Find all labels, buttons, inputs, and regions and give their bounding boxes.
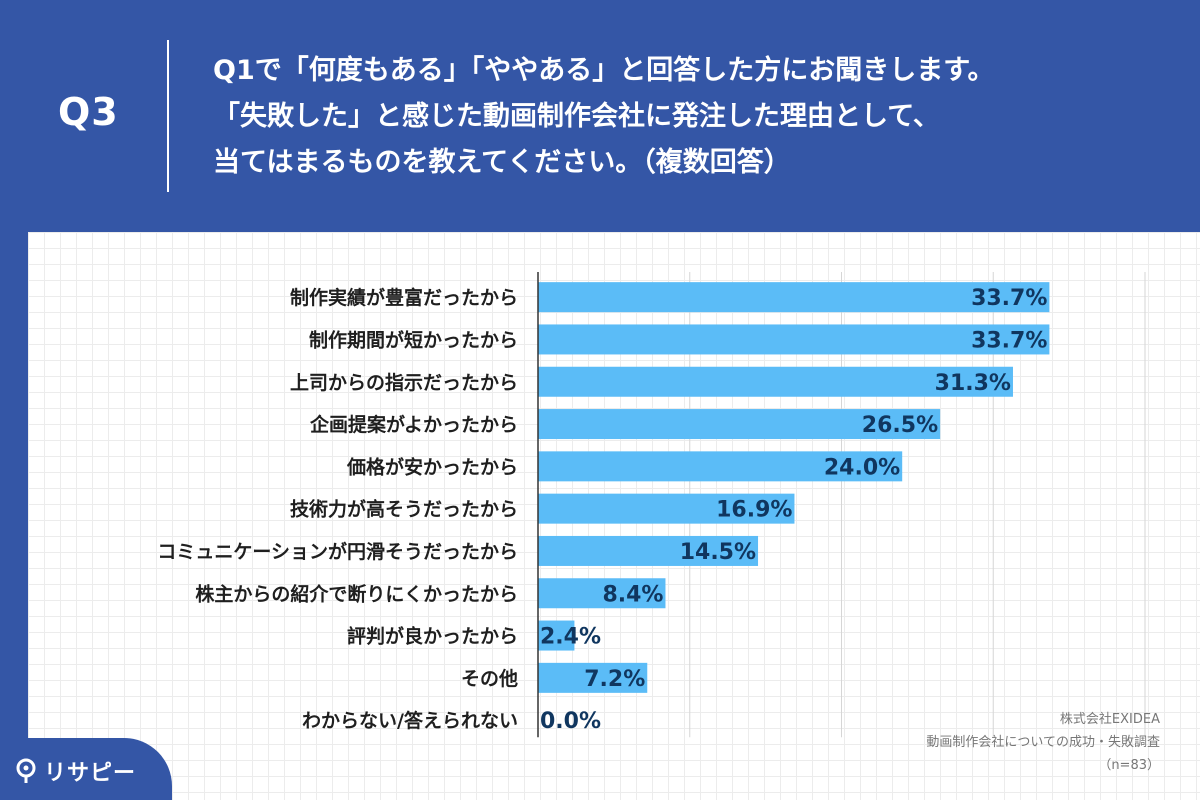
- bar: [538, 578, 666, 609]
- header-divider: [167, 40, 169, 192]
- value-label: 33.7%: [971, 328, 1047, 353]
- header: Q3 Q1で「何度もある」「ややある」と回答した方にお聞きします。 「失敗した」…: [0, 0, 1200, 230]
- bar: [538, 662, 648, 693]
- value-label: 26.5%: [862, 413, 938, 438]
- bar: [538, 282, 1050, 313]
- bar: [538, 409, 941, 440]
- category-label: 株主からの紹介で断りにくかったから: [195, 582, 518, 605]
- value-label: 24.0%: [824, 455, 900, 480]
- source-line: 動画制作会社についての成功・失敗調査: [926, 735, 1160, 750]
- brand-logo: リサピー: [14, 756, 136, 786]
- category-label: その他: [461, 667, 518, 690]
- category-label: コミュニケーションが円滑そうだったから: [157, 540, 518, 563]
- category-label: 制作期間が短かったから: [309, 328, 518, 351]
- bar-chart: 制作実績が豊富だったから 33.7% 制作期間が短かったから 33.7% 上司からの指示…: [157, 272, 1146, 738]
- value-label: 14.5%: [680, 540, 756, 565]
- category-label: 企画提案がよかったから: [309, 413, 518, 436]
- pin-icon: [16, 758, 36, 783]
- bar: [538, 620, 575, 651]
- bar: [538, 493, 795, 524]
- question-line: 「失敗した」と感じた動画制作会社に発注した理由として、: [213, 101, 940, 132]
- category-label: わからない/答えられない: [302, 709, 518, 732]
- value-label: 0.0%: [540, 709, 601, 734]
- category-label: 技術力が高そうだったから: [290, 498, 518, 521]
- value-label: 7.2%: [584, 667, 645, 692]
- category-label: 価格が安かったから: [346, 455, 518, 478]
- source-line: （n=83）: [1098, 758, 1160, 773]
- bar: [538, 366, 1013, 397]
- question-line: Q1で「何度もある」「ややある」と回答した方にお聞きします。: [213, 55, 995, 86]
- bar: [538, 451, 903, 482]
- logo-text: リサピー: [44, 761, 137, 786]
- value-label: 31.3%: [935, 371, 1011, 396]
- question-number: Q3: [58, 90, 119, 134]
- chart-panel: 制作実績が豊富だったから 33.7% 制作期間が短かったから 33.7% 上司からの指示…: [28, 232, 1200, 800]
- value-label: 16.9%: [716, 498, 792, 523]
- source-note: 株式会社EXIDEA 動画制作会社についての成功・失敗調査 （n=83）: [926, 708, 1160, 777]
- question-line: 当てはまるものを教えてください。（複数回答）: [213, 147, 791, 178]
- value-label: 8.4%: [602, 582, 663, 607]
- source-line: 株式会社EXIDEA: [1059, 712, 1160, 727]
- value-label: 33.7%: [971, 286, 1047, 311]
- bar: [538, 324, 1050, 355]
- question-text: Q1で「何度もある」「ややある」と回答した方にお聞きします。 「失敗した」と感じ…: [213, 48, 1173, 186]
- category-label: 評判が良かったから: [347, 625, 518, 648]
- value-label: 2.4%: [540, 625, 601, 650]
- category-label: 上司からの指示だったから: [290, 372, 518, 394]
- bar: [538, 535, 759, 566]
- category-label: 制作実績が豊富だったから: [290, 286, 518, 309]
- logo-tab: [0, 738, 172, 800]
